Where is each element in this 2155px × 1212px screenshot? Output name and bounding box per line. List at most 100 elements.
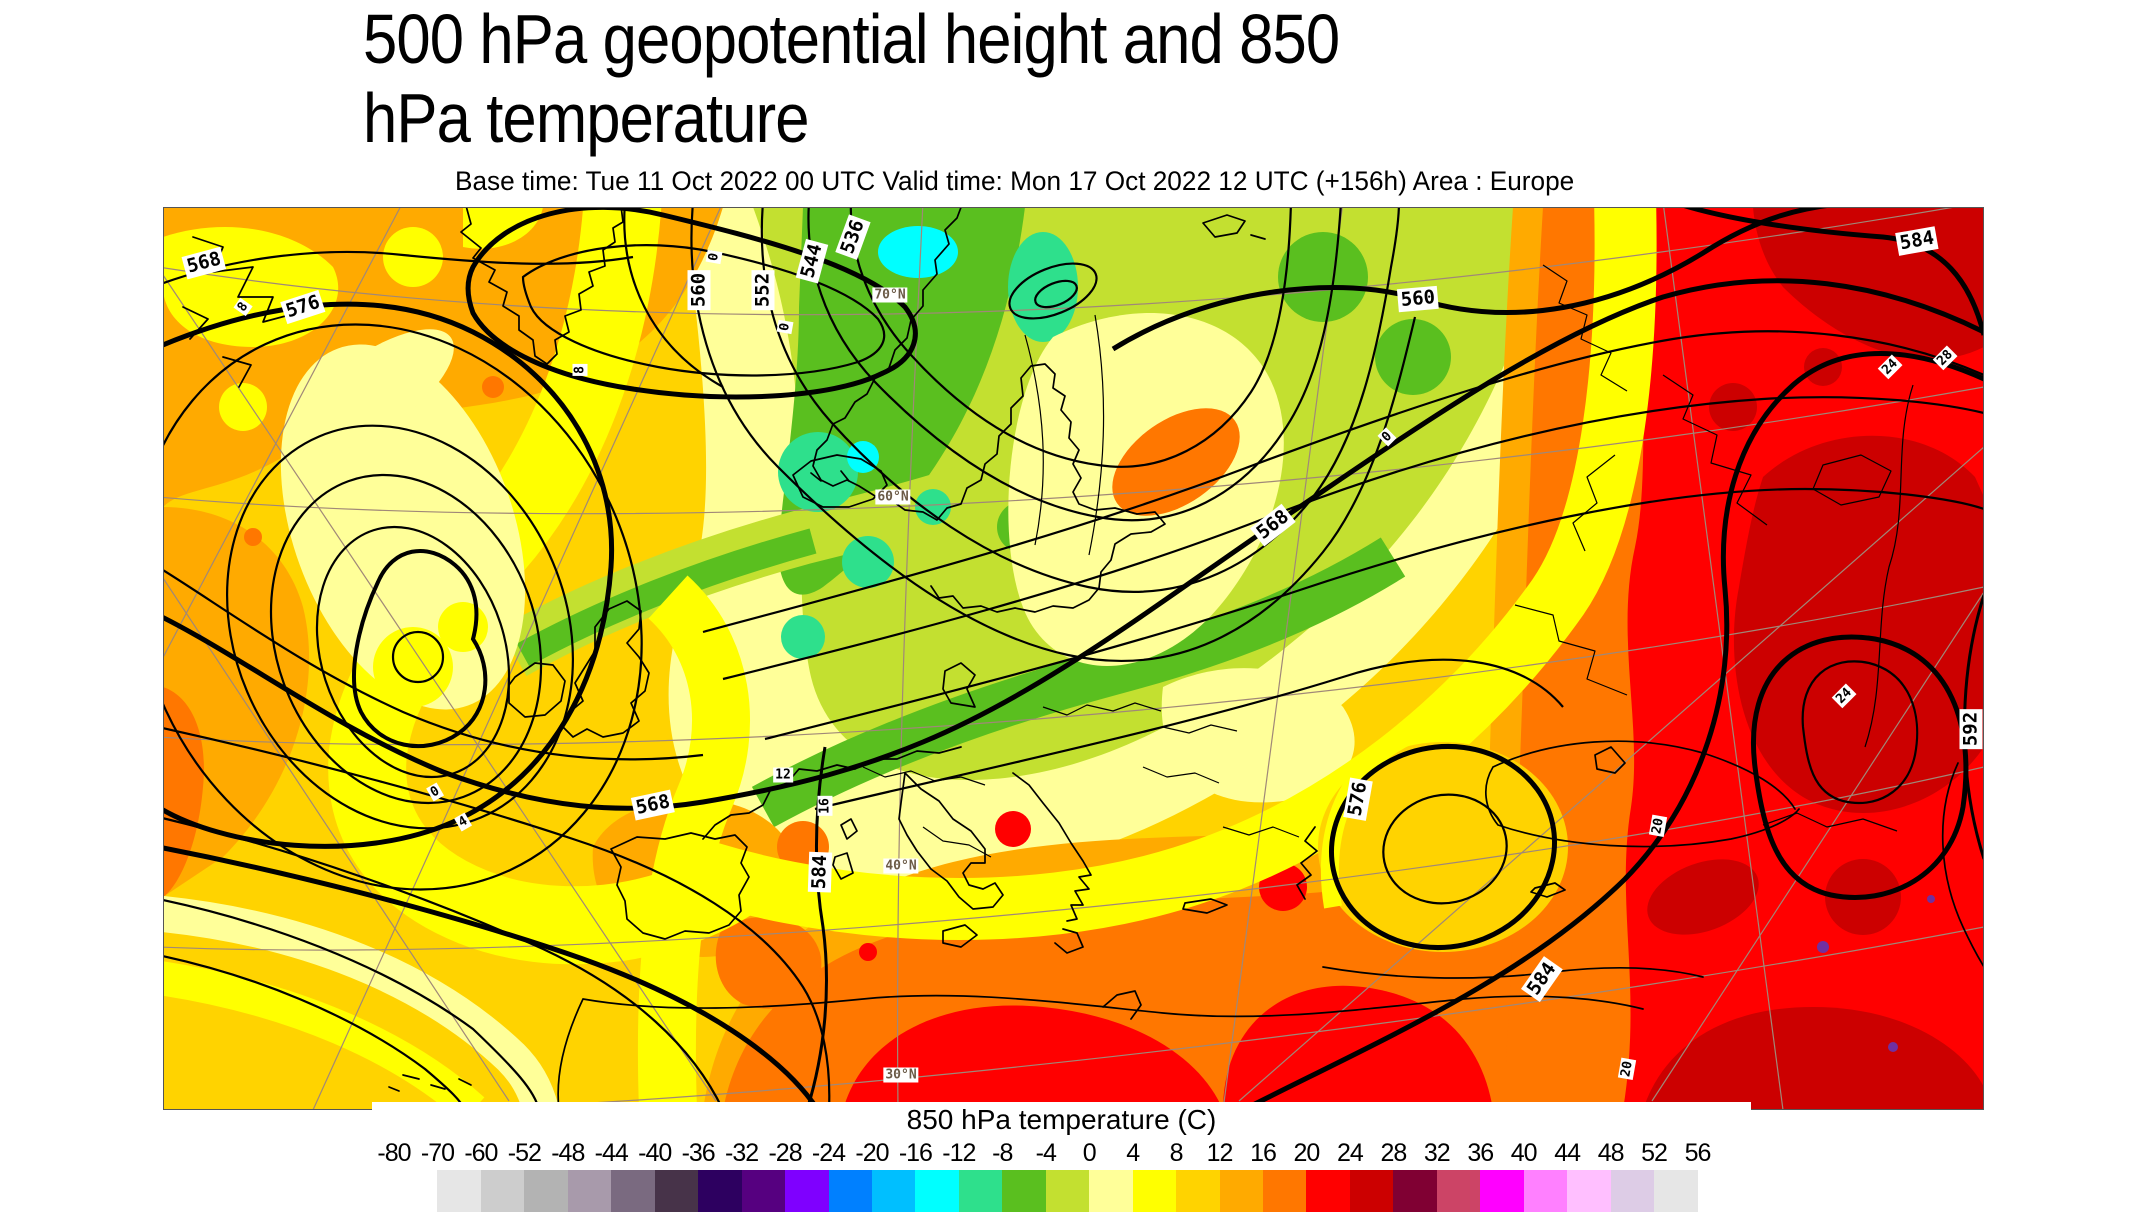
height-contours-thin (163, 207, 1984, 1110)
colorbar-cell (1132, 1170, 1177, 1212)
geopotential-contour-label: 584 (1521, 955, 1563, 1003)
colorbar-tick-label: -24 (811, 1139, 846, 1167)
colorbar-cell (1480, 1170, 1525, 1212)
europe-weather-map: 568 576 560 552 544 536 560 568 568 584 576 584 584 5… (163, 207, 1984, 1110)
colorbar-cell (741, 1170, 786, 1212)
weather-map-graphic (163, 207, 1984, 1110)
colorbar-tick-label: 0 (1082, 1139, 1097, 1167)
colorbar-cell (1567, 1170, 1612, 1212)
colorbar-cell (871, 1170, 916, 1212)
colorbar-tick-label: 16 (1250, 1139, 1277, 1167)
colorbar-cell (394, 1170, 438, 1212)
geopotential-contour-label: 560 (687, 269, 711, 311)
latitude-label: 40°N (883, 858, 919, 874)
colorbar-tick-label: -70 (420, 1139, 455, 1167)
colorbar-cell (1436, 1170, 1481, 1212)
colorbar-cell (1045, 1170, 1090, 1212)
latitude-label: 30°N (883, 1067, 919, 1083)
colorbar-tick-label: 56 (1684, 1139, 1712, 1167)
colorbar-tick-label: 28 (1380, 1139, 1407, 1167)
colorbar-tick-label: -36 (681, 1139, 716, 1167)
colorbar-tick-label: -4 (1035, 1139, 1057, 1167)
latitude-label: 60°N (875, 489, 911, 505)
geopotential-contour-label: 568 (181, 246, 227, 280)
temperature-contour-label: 24 (1831, 683, 1857, 709)
colorbar-cell (1089, 1170, 1134, 1212)
latitude-label: 70°N (872, 287, 908, 303)
temperature-contour-label: 16 (817, 796, 833, 816)
temperature-contour-label: 12 (773, 767, 793, 783)
map-labels-layer: 568 576 560 552 544 536 560 568 568 584 576 584 584 5… (163, 207, 1984, 1110)
colorbar-tick-label: 20 (1293, 1139, 1321, 1167)
colorbar-tick-label: 24 (1336, 1139, 1364, 1167)
colorbar-tick-label: -8 (992, 1139, 1013, 1167)
temperature-contour-label: 24 (1877, 354, 1903, 380)
colorbar-tick-label: -52 (507, 1139, 542, 1167)
temperature-contour-label: 20 (1617, 1058, 1637, 1080)
colorbar-cell (1176, 1170, 1221, 1212)
colorbar-cell (1263, 1170, 1307, 1212)
geopotential-contour-label: 584 (807, 851, 833, 893)
geopotential-contour-label: 576 (1343, 777, 1373, 821)
colorbar-cell (524, 1170, 569, 1212)
colorbar-tick-label: -12 (942, 1139, 976, 1167)
colorbar-cell (828, 1170, 873, 1212)
colorbar-tick-label: 12 (1206, 1139, 1234, 1167)
colorbar-cell (1306, 1170, 1351, 1212)
colorbar-cell (567, 1170, 612, 1212)
geopotential-contour-label: 576 (280, 289, 326, 325)
geopotential-contour-label: 544 (795, 238, 829, 284)
colorbar-tick-label: 44 (1554, 1139, 1581, 1167)
colorbar-tick-label: -60 (464, 1139, 498, 1167)
temperature-contour-label: 8 (572, 364, 588, 376)
colorbar-cell (480, 1170, 525, 1212)
colorbar-tick-label: -28 (768, 1139, 802, 1167)
colorbar-cell (1393, 1170, 1438, 1212)
temperature-contour-label: 20 (1648, 815, 1668, 837)
colorbar-cell (1654, 1170, 1698, 1212)
colorbar-cell (611, 1170, 656, 1212)
colorbar-tick-label: -48 (551, 1139, 585, 1167)
graticule-lines (163, 207, 1984, 1110)
colorbar-cell (785, 1170, 829, 1212)
page-title-line2: hPa temperature (363, 79, 810, 157)
temperature-contour-label: 0 (705, 249, 723, 265)
colorbar-cell (1523, 1170, 1568, 1212)
colorbar-cell (698, 1170, 743, 1212)
colorbar-tick-label: 4 (1126, 1139, 1140, 1167)
geopotential-contour-label: 592 (1959, 708, 1983, 750)
temperature-contour-label: 0 (1377, 427, 1397, 447)
colorbar-tick-label: 48 (1597, 1139, 1625, 1167)
geopotential-contour-label: 536 (835, 214, 871, 260)
colorbar-cell (1349, 1170, 1394, 1212)
colorbar-tick-label: -16 (898, 1139, 933, 1167)
geopotential-contour-label: 560 (1396, 285, 1440, 313)
colorbar-cell (1610, 1170, 1655, 1212)
temperature-contour-label: 28 (1932, 345, 1958, 371)
page-subtitle: Base time: Tue 11 Oct 2022 00 UTC Valid … (455, 166, 1575, 196)
colorbar-cell (654, 1170, 699, 1212)
colorbar-tick-label: 40 (1510, 1139, 1538, 1167)
colorbar-tick-label: 32 (1423, 1139, 1451, 1167)
colorbar-cell (1219, 1170, 1264, 1212)
page-title: 500 hPa geopotential height and 850 hPa … (363, 0, 1340, 158)
colorbar-tick-label: -20 (855, 1139, 889, 1167)
temperature-contour-label: 4 (454, 812, 472, 832)
colorbar-tick-label: 8 (1169, 1139, 1184, 1167)
colorbar-cell (437, 1170, 482, 1212)
colorbar-tick-label: -32 (725, 1139, 759, 1167)
temperature-contour-label: 0 (776, 319, 794, 335)
colorbar-tick-label: -80 (377, 1139, 411, 1167)
colorbar-title: 850 hPa temperature (C) (906, 1104, 1217, 1135)
geopotential-contour-label: 568 (1250, 503, 1296, 547)
colorbar-tick-label: 52 (1641, 1139, 1668, 1167)
colorbar-cell (958, 1170, 1003, 1212)
colorbar-cell (915, 1170, 960, 1212)
temperature-contour-label: 0 (426, 782, 444, 802)
height-contours-thick (163, 207, 1984, 1110)
colorbar-legend: 850 hPa temperature (C) -80 -70 -60 -52 -48-… (372, 1102, 1751, 1212)
geopotential-contour-label: 568 (630, 789, 676, 821)
colorbar-tick-label: -44 (594, 1139, 629, 1167)
colorbar-tick-label: -40 (638, 1139, 672, 1167)
